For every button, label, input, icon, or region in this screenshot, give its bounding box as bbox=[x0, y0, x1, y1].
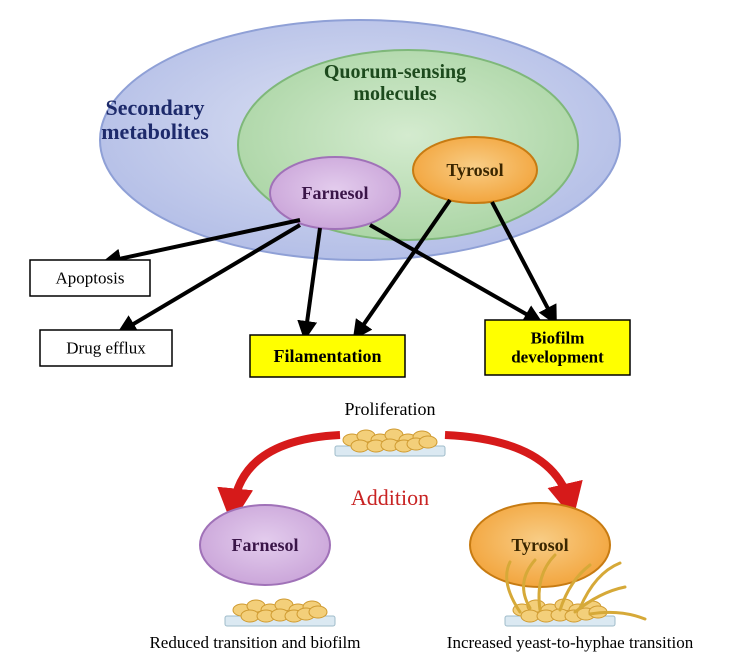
box-filamentation: Filamentation bbox=[250, 335, 405, 377]
caption-increased-transition: Increased yeast-to-hyphae transition bbox=[447, 633, 694, 652]
label-secondary-metabolites-line2: metabolites bbox=[101, 119, 209, 144]
label-quorum-sensing-line2: molecules bbox=[353, 83, 437, 105]
label-tyrosol-lower: Tyrosol bbox=[511, 535, 568, 555]
label-tyrosol: Tyrosol bbox=[446, 160, 503, 180]
label-addition: Addition bbox=[351, 485, 429, 510]
caption-reduced-transition: Reduced transition and biofilm bbox=[149, 633, 360, 652]
label-farnesol: Farnesol bbox=[302, 183, 369, 203]
yeast-plate-top bbox=[335, 429, 445, 456]
svg-text:Filamentation: Filamentation bbox=[274, 346, 382, 366]
diagram-canvas: Secondary metabolites Quorum-sensing mol… bbox=[0, 0, 756, 666]
yeast-plate-reduced bbox=[225, 599, 335, 626]
svg-text:Drug efflux: Drug efflux bbox=[66, 339, 146, 358]
label-secondary-metabolites-line1: Secondary bbox=[106, 95, 205, 120]
box-apoptosis: Apoptosis bbox=[30, 260, 150, 296]
svg-text:development: development bbox=[511, 348, 604, 367]
label-farnesol-lower: Farnesol bbox=[232, 535, 299, 555]
label-proliferation: Proliferation bbox=[345, 399, 436, 419]
svg-text:Apoptosis: Apoptosis bbox=[56, 269, 125, 288]
box-drug-efflux: Drug efflux bbox=[40, 330, 172, 366]
label-quorum-sensing-line1: Quorum-sensing bbox=[324, 61, 466, 83]
svg-text:Biofilm: Biofilm bbox=[531, 329, 585, 348]
box-biofilm-development: Biofilmdevelopment bbox=[485, 320, 630, 375]
